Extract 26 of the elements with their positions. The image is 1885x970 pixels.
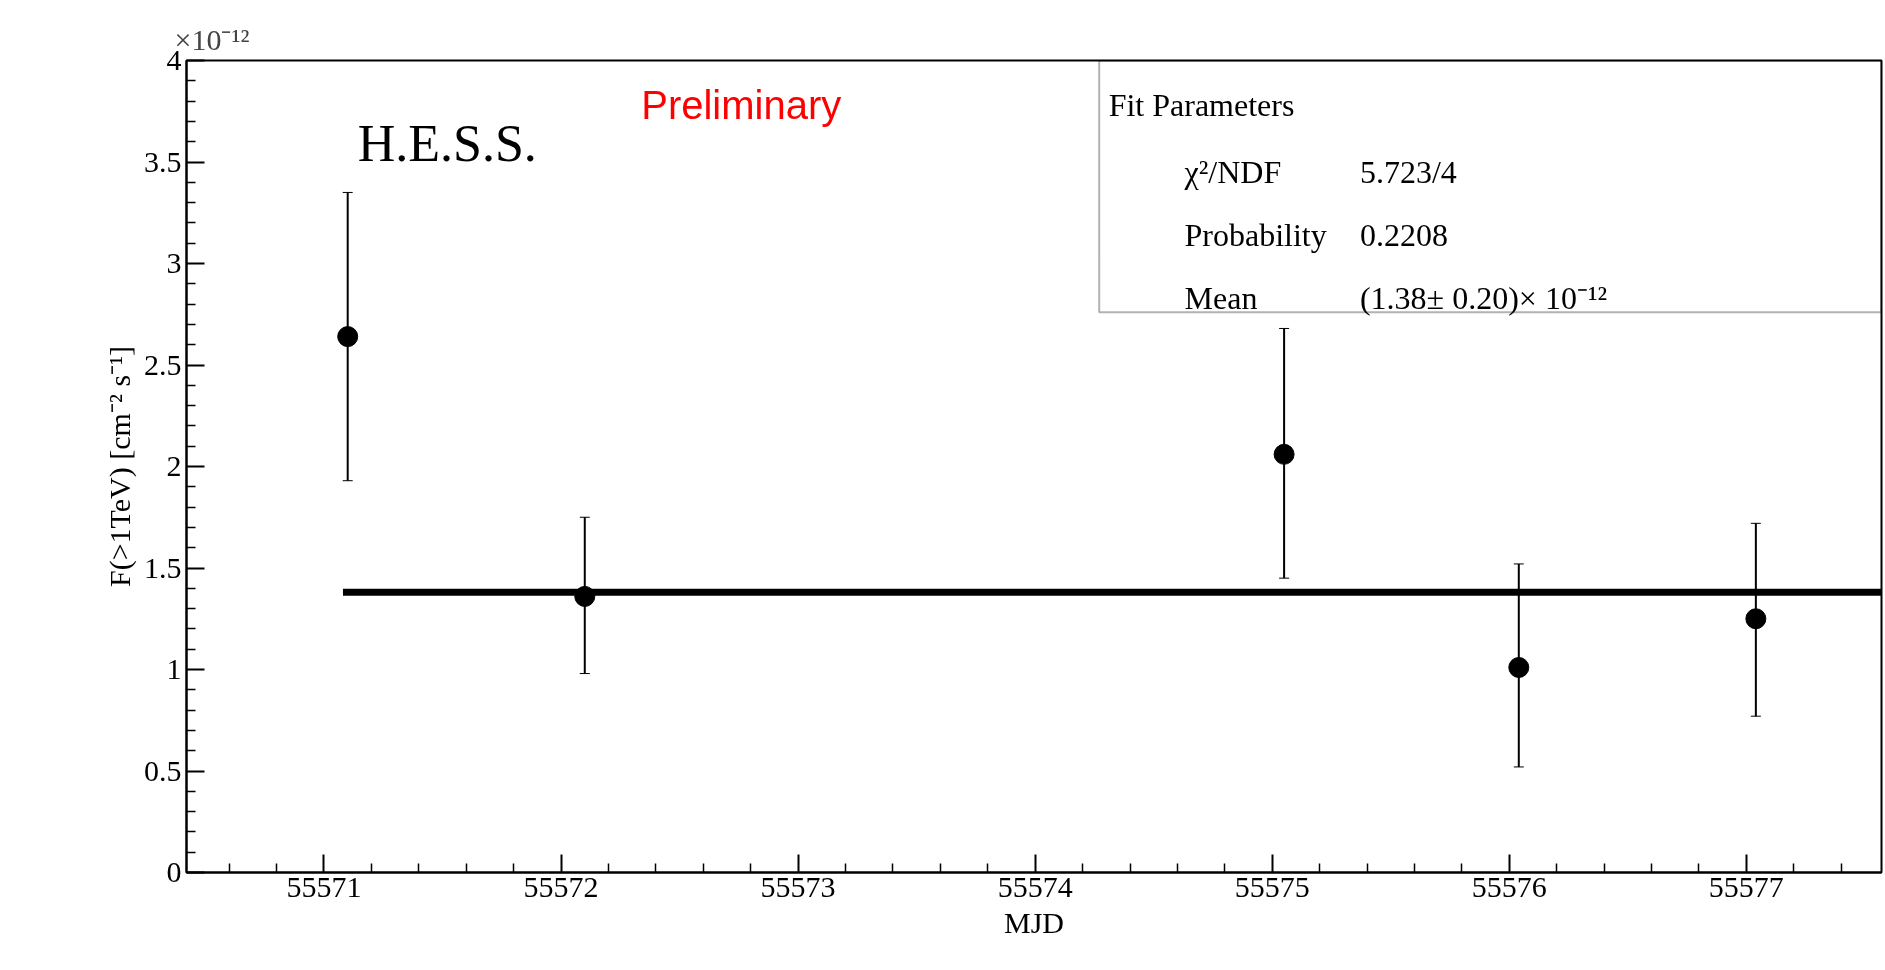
y-axis-title: F(>1TeV) [cm⁻² s⁻¹] (103, 345, 137, 588)
y-tick-label: 1 (166, 652, 182, 685)
y-tick-label: 3.5 (144, 144, 182, 178)
x-tick-label: 55571 (286, 869, 362, 903)
annotation: Probability (1184, 217, 1327, 254)
annotation: 0.2208 (1359, 216, 1448, 253)
x-tick-label: 55573 (760, 869, 836, 903)
y-tick-label: 1.5 (144, 550, 182, 584)
x-axis-title: MJD (1003, 905, 1065, 939)
y-tick-label: 0 (166, 855, 182, 888)
annotation: Mean (1184, 280, 1258, 317)
x-tick-label: 55576 (1471, 869, 1547, 903)
x-tick-label: 55574 (997, 869, 1073, 903)
y-tick-label: 2 (166, 449, 182, 482)
annotation: 5.723/4 (1359, 154, 1457, 191)
annotation: Fit Parameters (1108, 87, 1295, 124)
x-tick-label: 55572 (523, 869, 599, 903)
annotation: (1.38± 0.20)× 10⁻¹² (1359, 280, 1608, 317)
y-tick-label: 0.5 (144, 753, 182, 787)
annotation: Preliminary (641, 83, 842, 128)
annotation: H.E.S.S. (357, 115, 537, 173)
x-tick-label: 55577 (1708, 869, 1784, 903)
y-tick-label: 2.5 (144, 347, 182, 381)
x-tick-label: 55575 (1234, 869, 1310, 903)
y-tick-label: 3 (166, 246, 182, 279)
annotation: χ²/NDF (1183, 154, 1282, 191)
